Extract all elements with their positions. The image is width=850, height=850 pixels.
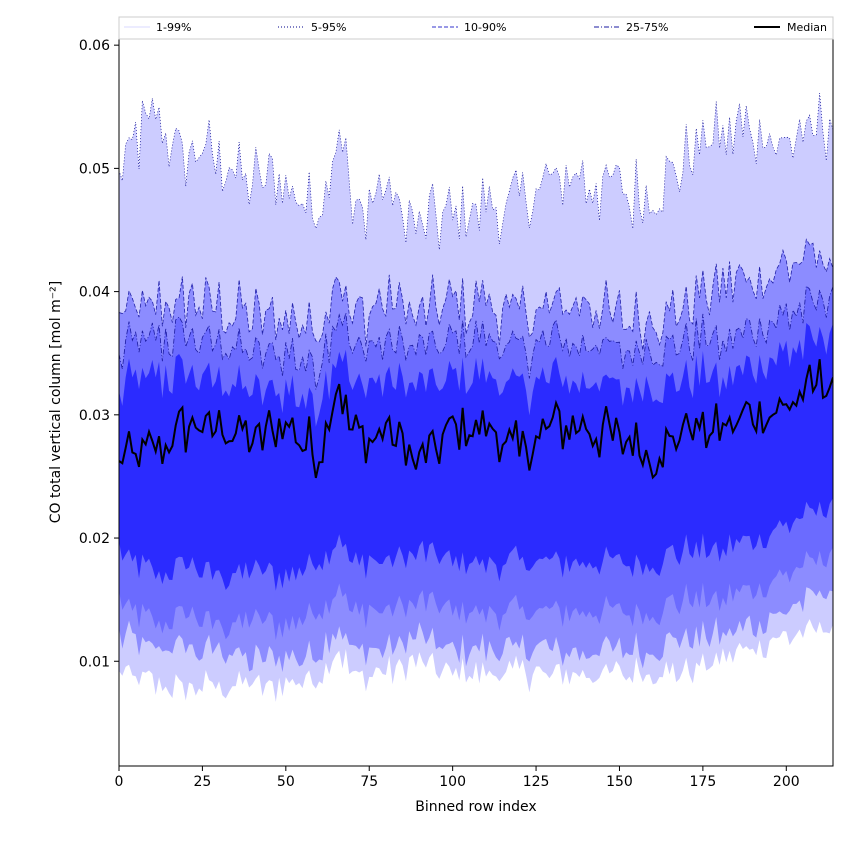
y-tick-label: 0.01 xyxy=(79,654,110,670)
y-axis-title: CO total vertical column [mol m⁻²] xyxy=(48,281,64,523)
x-tick-label: 125 xyxy=(523,774,550,790)
line-p95 xyxy=(119,93,833,250)
y-tick-label: 0.02 xyxy=(79,531,110,547)
legend-entry-25-75: 25-75% xyxy=(594,21,668,34)
line-median xyxy=(119,359,833,480)
x-tick-label: 200 xyxy=(773,774,800,790)
legend-label-5-95: 5-95% xyxy=(311,21,346,34)
x-tick-label: 25 xyxy=(193,774,211,790)
band-core xyxy=(119,322,833,591)
legend-label-median: Median xyxy=(787,21,827,34)
legend-entry-median: Median xyxy=(754,21,827,34)
y-tick-label: 0.06 xyxy=(79,38,110,54)
legend: 1-99% 5-95% 10-90% 25-75% Median xyxy=(118,16,834,40)
x-tick-label: 150 xyxy=(606,774,633,790)
y-tick-label: 0.05 xyxy=(79,161,110,177)
legend-box xyxy=(118,16,834,40)
x-tick-label: 75 xyxy=(360,774,378,790)
legend-entry-10-90: 10-90% xyxy=(432,21,506,34)
x-axis: 0 25 50 75 100 125 150 175 200 xyxy=(115,766,800,790)
legend-entry-1-99: 1-99% xyxy=(124,21,191,34)
y-tick-label: 0.03 xyxy=(79,408,110,424)
legend-label-10-90: 10-90% xyxy=(464,21,506,34)
y-tick-label: 0.04 xyxy=(79,285,110,301)
percentile-lines xyxy=(119,93,833,480)
x-tick-label: 175 xyxy=(690,774,717,790)
percentile-bands xyxy=(119,93,833,702)
x-axis-title: Binned row index xyxy=(415,799,536,815)
legend-label-1-99: 1-99% xyxy=(156,21,191,34)
legend-entry-5-95: 5-95% xyxy=(278,21,346,34)
x-tick-label: 100 xyxy=(439,774,466,790)
line-p90 xyxy=(119,238,833,351)
x-tick-label: 0 xyxy=(115,774,124,790)
y-axis: 0.01 0.02 0.03 0.04 0.05 0.06 xyxy=(79,38,119,670)
line-p75 xyxy=(119,285,833,390)
legend-label-25-75: 25-75% xyxy=(626,21,668,34)
x-tick-label: 50 xyxy=(277,774,295,790)
